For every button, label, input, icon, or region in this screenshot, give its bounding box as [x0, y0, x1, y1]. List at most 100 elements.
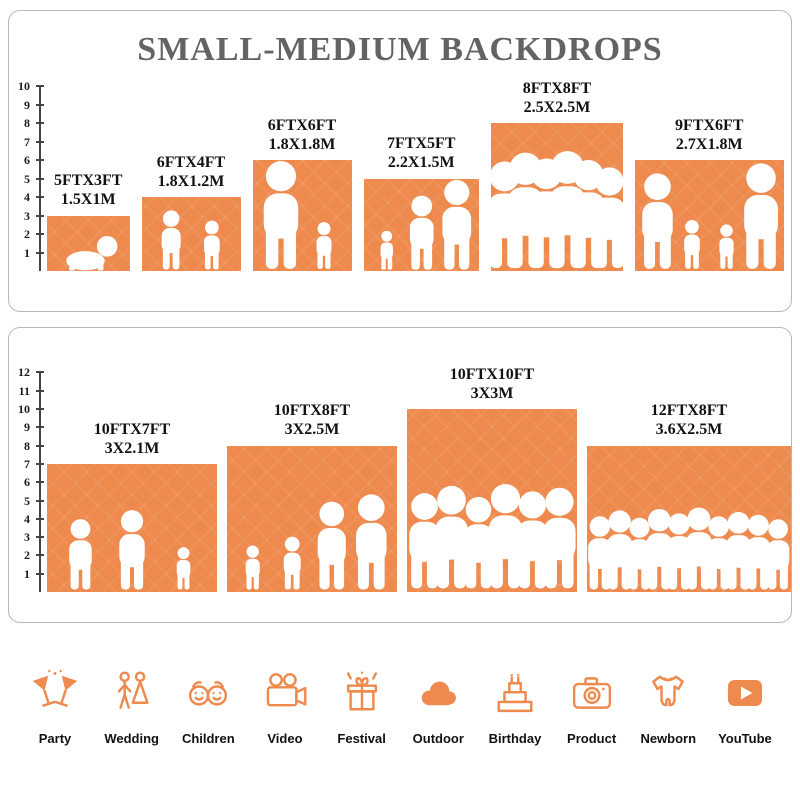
- axis-tick-label: 11: [18, 383, 30, 398]
- axis-tick-label: 7: [24, 134, 30, 149]
- axis-ruler: 1 2 3 4 5 6 7 8 9 10 11 12: [17, 366, 44, 592]
- axis-tick-label: 3: [24, 208, 30, 223]
- video-icon: [259, 667, 311, 724]
- backdrop-item: 10FTX7FT 3X2.1M: [47, 420, 217, 592]
- axis-tick-mark: [36, 499, 44, 502]
- party-icon: [29, 667, 81, 724]
- axis-tick-label: 6: [24, 475, 30, 490]
- backdrop-size-label: 9FTX6FT 2.7X1.8M: [675, 116, 744, 153]
- axis-tick-mark: [36, 462, 44, 465]
- backdrop-size-label: 8FTX8FT 2.5X2.5M: [522, 79, 592, 116]
- axis-tick-mark: [36, 122, 44, 124]
- youtube-icon: [719, 667, 771, 724]
- birthday-icon: [489, 667, 541, 724]
- backdrop-item: 6FTX4FT 1.8X1.2M: [141, 153, 241, 271]
- axis-tick-label: 1: [24, 245, 30, 260]
- backdrop-item: 12FTX8FT 3.6X2.5M: [587, 401, 791, 592]
- category-label: Party: [38, 731, 72, 746]
- backdrop-size-label: 6FTX4FT 1.8X1.2M: [156, 153, 226, 190]
- axis-tick-mark: [36, 444, 44, 447]
- category-row: Party Wedding Children: [0, 667, 800, 746]
- category-wedding: Wedding: [97, 667, 167, 746]
- newborn-icon: [642, 667, 694, 724]
- category-label: Outdoor: [412, 731, 464, 746]
- backdrop-size-label: 10FTX7FT 3X2.1M: [93, 420, 171, 457]
- axis-tick-mark: [36, 572, 44, 575]
- category-label: Birthday: [488, 731, 542, 746]
- backdrop-size-label: 6FTX6FT 1.8X1.8M: [267, 116, 337, 153]
- children-icon: [182, 667, 234, 724]
- backdrop-item: 10FTX10FT 3X3M: [407, 365, 577, 592]
- backdrop-item: 10FTX8FT 3X2.5M: [227, 401, 397, 592]
- axis-tick-mark: [36, 251, 44, 254]
- category-birthday: Birthday: [480, 667, 550, 746]
- category-children: Children: [173, 667, 243, 746]
- axis-tick-mark: [36, 389, 44, 392]
- axis-tick-mark: [36, 536, 44, 539]
- large-backdrops-chart: 1 2 3 4 5 6 7 8 9 10 11 12 10FTX7FT 3X2.1M 10FTX8FT 3X2…: [9, 365, 791, 592]
- backdrop-bar: [227, 445, 397, 592]
- axis-tick-mark: [36, 554, 44, 557]
- category-label: Newborn: [640, 731, 697, 746]
- axis-tick-label: 3: [24, 530, 30, 545]
- category-newborn: Newborn: [633, 667, 703, 746]
- backdrop-size-label: 7FTX5FT 2.2X1.5M: [387, 135, 456, 172]
- axis-tick-mark: [36, 517, 44, 520]
- axis-tick-label: 6: [24, 153, 30, 167]
- backdrop-size-label: 10FTX8FT 3X2.5M: [273, 402, 351, 439]
- backdrop-item: 8FTX8FT 2.5X2.5M: [491, 79, 623, 271]
- axis-ruler: 1 2 3 4 5 6 7 8 9 10: [17, 80, 44, 271]
- category-label: Product: [567, 731, 617, 746]
- backdrop-bar: [587, 445, 791, 592]
- backdrop-bar: [407, 409, 577, 592]
- category-label: Video: [267, 731, 303, 746]
- small-backdrops-chart: 1 2 3 4 5 6 7 8 9 10 5FTX3FT 1.5X1M 6FTX4FT 1.8X1.2M 6…: [9, 79, 791, 271]
- festival-icon: [336, 667, 388, 724]
- page-title: SMALL-MEDIUM BACKDROPS: [137, 31, 663, 68]
- backdrop-bar: [47, 463, 217, 592]
- category-festival: Festival: [327, 667, 397, 746]
- backdrop-bar: [47, 215, 130, 271]
- axis-tick-label: 1: [24, 566, 30, 581]
- axis-tick-mark: [36, 159, 44, 161]
- axis-tick-mark: [36, 177, 44, 180]
- axis-tick-label: 9: [24, 97, 30, 112]
- axis-tick-label: 2: [24, 227, 30, 241]
- category-label: YouTube: [718, 731, 772, 746]
- backdrop-size-label: 10FTX10FT 3X3M: [449, 365, 535, 402]
- axis-tick-label: 8: [24, 438, 30, 453]
- axis-tick-label: 12: [18, 365, 30, 380]
- axis-tick-mark: [36, 481, 44, 484]
- axis-tick-mark: [36, 214, 44, 217]
- axis-tick-mark: [36, 371, 44, 374]
- axis-tick-mark: [36, 233, 44, 235]
- axis-tick-label: 5: [24, 493, 30, 508]
- category-label: Children: [181, 731, 235, 746]
- category-video: Video: [250, 667, 320, 746]
- axis-tick-label: 5: [24, 171, 30, 186]
- product-icon: [566, 667, 618, 724]
- backdrop-size-label: 12FTX8FT 3.6X2.5M: [650, 402, 728, 439]
- large-backdrops-panel: 1 2 3 4 5 6 7 8 9 10 11 12 10FTX7FT 3X2.1M 10FTX8FT 3X2…: [8, 327, 792, 623]
- axis-tick-mark: [36, 103, 44, 106]
- axis-tick-mark: [36, 140, 44, 143]
- axis-tick-label: 10: [18, 79, 30, 93]
- axis-tick-label: 7: [24, 456, 30, 471]
- outdoor-icon: [412, 667, 464, 724]
- axis-tick-mark: [36, 196, 44, 198]
- backdrop-item: 9FTX6FT 2.7X1.8M: [635, 116, 784, 271]
- backdrop-item: 6FTX6FT 1.8X1.8M: [252, 116, 352, 271]
- backdrop-bar: [363, 178, 479, 271]
- axis-tick-label: 2: [24, 548, 30, 563]
- axis-tick-mark: [36, 85, 44, 87]
- small-backdrops-panel: SMALL-MEDIUM BACKDROPS 1 2 3 4 5 6 7 8 9 10 5FTX3F…: [8, 10, 792, 312]
- axis-tick-label: 4: [24, 190, 30, 204]
- category-outdoor: Outdoor: [403, 667, 473, 746]
- backdrop-bar: [252, 160, 352, 271]
- category-label: Festival: [337, 731, 386, 746]
- backdrop-bar: [491, 123, 623, 271]
- category-youtube: YouTube: [710, 667, 780, 746]
- axis-tick-label: 8: [24, 116, 30, 130]
- category-label: Wedding: [104, 731, 159, 746]
- backdrop-item: 5FTX3FT 1.5X1M: [47, 171, 130, 271]
